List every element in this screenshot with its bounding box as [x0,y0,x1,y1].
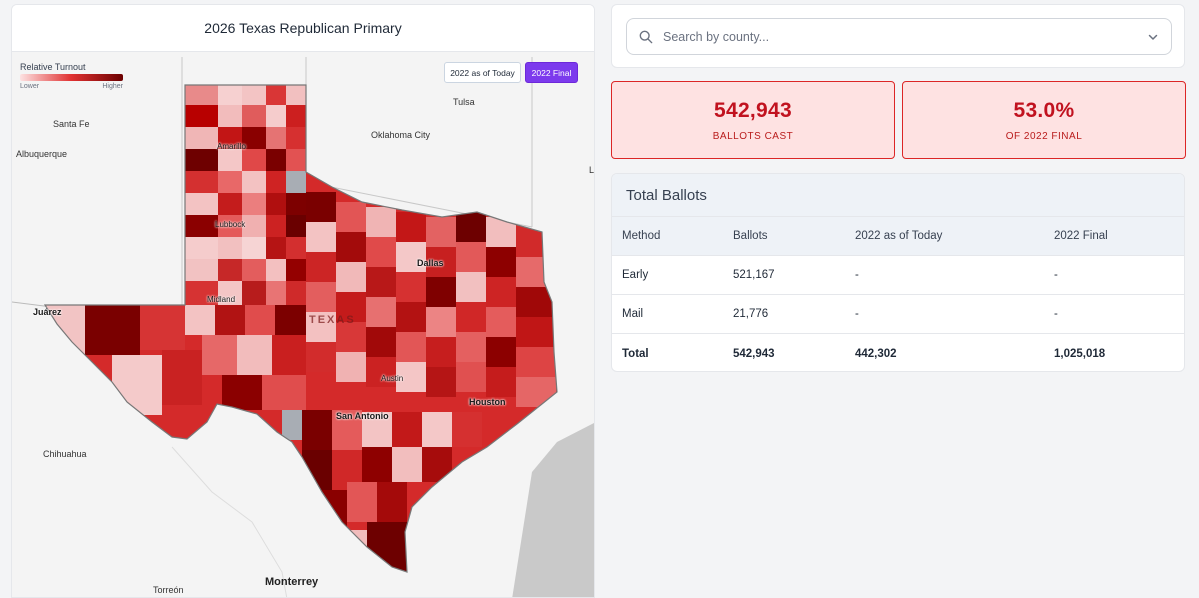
total-2022-as-of-today: 442,302 [855,347,897,360]
city-label-midland: Midland [207,295,236,304]
cell-2022-as-of-today: - [855,308,859,320]
state-label-texas: TEXAS [309,314,356,326]
ballots-cast-value: 542,943 [713,98,792,122]
percent-of-final-label: OF 2022 FINAL [1005,130,1083,142]
turnout-map[interactable]: Relative Turnout Lower Higher 2022 as of… [12,52,595,598]
cell-ballots: 21,776 [733,308,769,320]
map-panel: 2026 Texas Republican Primary [11,4,595,598]
city-label-edge: L [589,165,595,175]
city-label-torreon: Torreón [153,585,184,595]
city-label-amarillo: Amarillo [217,142,246,151]
city-label-albuquerque: Albuquerque [16,149,68,159]
city-label-lubbock: Lubbock [215,220,246,229]
cell-method: Mail [622,308,644,320]
toggle-2022-as-of-today-button[interactable]: 2022 as of Today [444,62,521,83]
city-label-oklahoma-city: Oklahoma City [371,130,431,140]
percent-of-final-card: 53.0% OF 2022 FINAL [902,81,1186,159]
table-row: Mail 21,776 - - [612,295,1184,334]
search-icon [639,30,653,43]
cell-2022-as-of-today: - [855,269,859,281]
city-label-monterrey: Monterrey [265,576,319,588]
total-label: Total [622,347,649,360]
county-search-input[interactable] [663,29,1147,44]
total-ballots: 542,943 [733,347,775,360]
texas-outline [43,84,558,573]
cell-2022-final: - [1054,308,1058,320]
cell-2022-final: - [1054,269,1058,281]
ballots-cast-card: 542,943 BALLOTS CAST [611,81,895,159]
city-label-tulsa: Tulsa [453,97,475,107]
city-label-santa-fe: Santa Fe [53,119,90,129]
map-canvas[interactable] [12,52,595,598]
search-card [611,4,1185,68]
header-2022-as-of-today: 2022 as of Today [855,230,943,242]
legend-title: Relative Turnout [20,62,86,72]
city-label-austin: Austin [381,374,404,383]
chevron-down-icon[interactable] [1147,31,1159,43]
toggle-2022-final-button[interactable]: 2022 Final [525,62,578,83]
header-method: Method [622,230,661,242]
cell-method: Early [622,269,649,281]
table-title: Total Ballots [612,174,1184,217]
header-ballots: Ballots [733,230,768,242]
legend-gradient [20,74,123,81]
header-2022-final: 2022 Final [1054,230,1108,242]
map-title: 2026 Texas Republican Primary [12,5,594,52]
table-total-row: Total 542,943 442,302 1,025,018 [612,334,1184,371]
city-label-juarez: Juárez [33,307,62,317]
total-2022-final: 1,025,018 [1054,347,1106,360]
city-label-dallas: Dallas [417,258,444,268]
county-search-select[interactable] [626,18,1172,55]
cell-ballots: 521,167 [733,269,775,281]
table-header-row: Method Ballots 2022 as of Today 2022 Fin… [612,217,1184,256]
gulf-water [512,423,594,597]
legend-low: Lower [20,83,40,90]
turnout-legend: Relative Turnout Lower Higher [20,62,123,90]
percent-of-final-value: 53.0% [1013,98,1075,122]
city-label-san-antonio: San Antonio [336,411,389,421]
city-label-houston: Houston [469,397,506,407]
table-row: Early 521,167 - - [612,256,1184,295]
total-ballots-table: Total Ballots Method Ballots 2022 as of … [611,173,1185,372]
city-label-chihuahua: Chihuahua [43,449,87,459]
legend-high: Higher [102,83,123,90]
ballots-cast-label: BALLOTS CAST [712,130,794,142]
